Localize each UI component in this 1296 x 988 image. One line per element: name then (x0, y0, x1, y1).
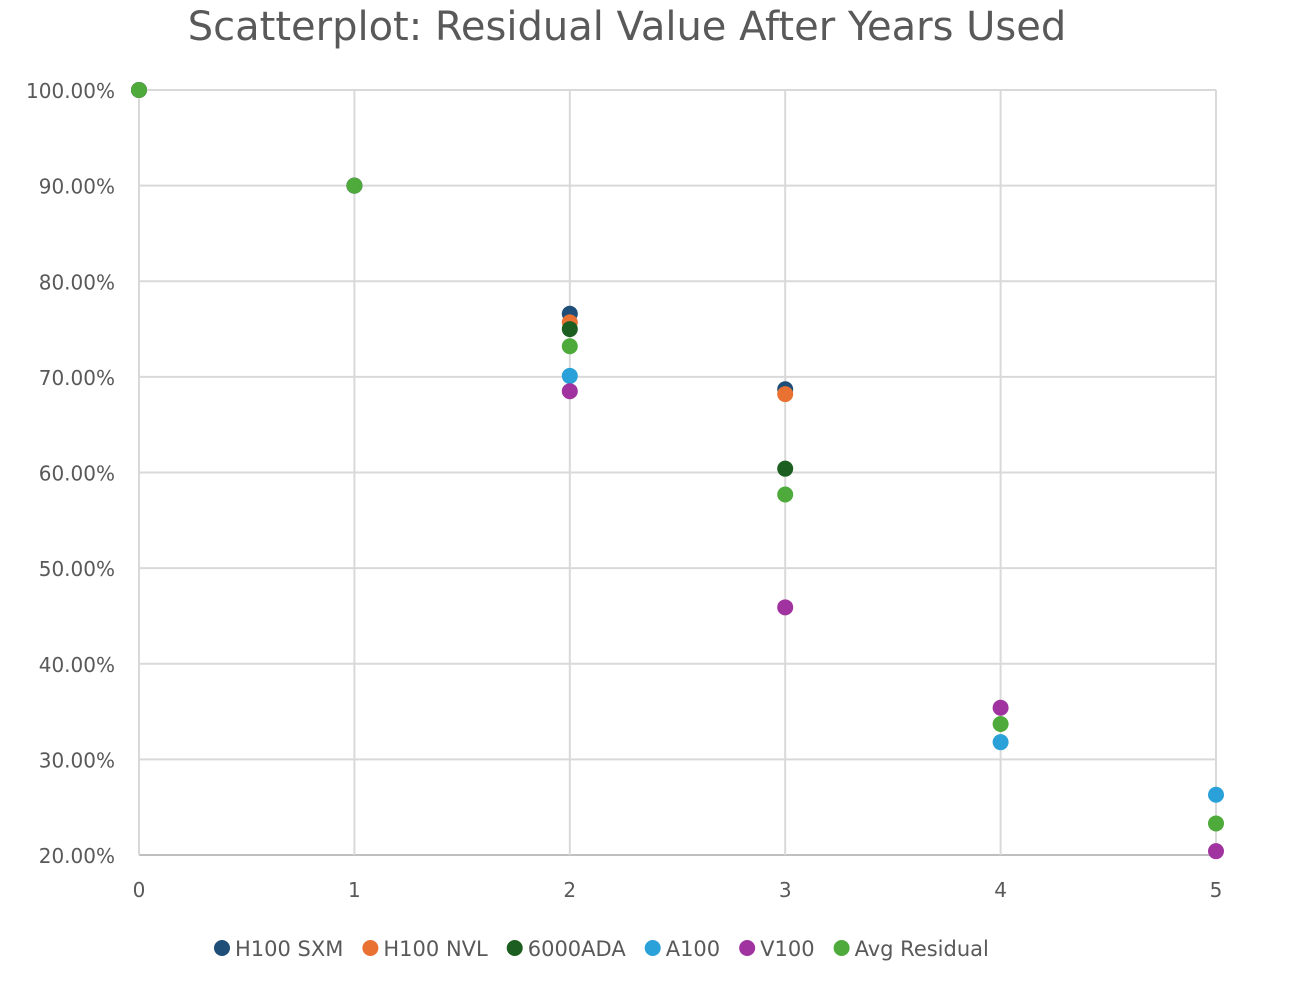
axis-labels: 100.00% 90.00% 80.00% 70.00% 60.00% 50.00% 40.… (26, 79, 1222, 902)
y-tick-label: 80.00% (39, 270, 115, 294)
x-tick-label: 4 (994, 878, 1007, 902)
data-point-avg-residual (777, 486, 794, 503)
legend: H100 SXM H100 NVL 6000ADA A100 V100 Avg Resid… (214, 937, 989, 961)
legend-marker-v100 (739, 940, 756, 956)
data-point-6000ada (561, 321, 578, 338)
legend-marker-avg-residual (833, 940, 850, 956)
data-point-avg-residual (992, 715, 1009, 732)
data-point-avg-residual (346, 177, 363, 194)
data-point-avg-residual (561, 338, 578, 355)
legend-marker-h100-sxm (214, 940, 230, 956)
legend-label-a100: A100 (666, 937, 720, 961)
legend-label-v100: V100 (760, 937, 814, 961)
y-tick-label: 70.00% (39, 366, 115, 390)
x-tick-label: 2 (563, 878, 576, 902)
data-point-avg-residual (131, 82, 147, 98)
data-point-v100 (561, 383, 578, 400)
data-point-a100 (561, 367, 578, 384)
data-point-a100 (1208, 786, 1224, 803)
y-tick-label: 60.00% (39, 462, 115, 486)
data-point-6000ada (777, 460, 794, 477)
y-tick-label: 30.00% (39, 748, 115, 772)
legend-marker-a100 (644, 940, 661, 956)
x-tick-label: 5 (1210, 878, 1223, 902)
y-tick-label: 40.00% (39, 653, 115, 677)
gridlines (138, 89, 1217, 856)
legend-marker-h100-nvl (362, 940, 379, 956)
legend-label-6000ada: 6000ADA (528, 937, 627, 961)
y-tick-label: 20.00% (39, 844, 115, 868)
chart-title: Scatterplot: Residual Value After Years … (188, 4, 1067, 50)
data-point-h100-nvl (777, 386, 794, 403)
y-tick-label: 90.00% (39, 175, 115, 199)
x-tick-label: 3 (779, 878, 792, 902)
data-point-avg-residual (1208, 815, 1224, 832)
legend-label-h100-sxm: H100 SXM (235, 937, 343, 961)
data-point-a100 (992, 734, 1009, 751)
legend-label-avg-residual: Avg Residual (855, 937, 989, 961)
data-point-v100 (992, 699, 1009, 716)
data-point-v100 (777, 599, 794, 616)
y-tick-label: 50.00% (39, 557, 115, 581)
x-tick-label: 0 (133, 878, 146, 902)
x-tick-label: 1 (348, 878, 361, 902)
data-point-v100 (1208, 843, 1224, 860)
data-points (131, 82, 1224, 860)
legend-label-h100-nvl: H100 NVL (383, 937, 488, 961)
y-tick-label: 100.00% (26, 79, 115, 103)
legend-marker-6000ada (506, 940, 523, 956)
